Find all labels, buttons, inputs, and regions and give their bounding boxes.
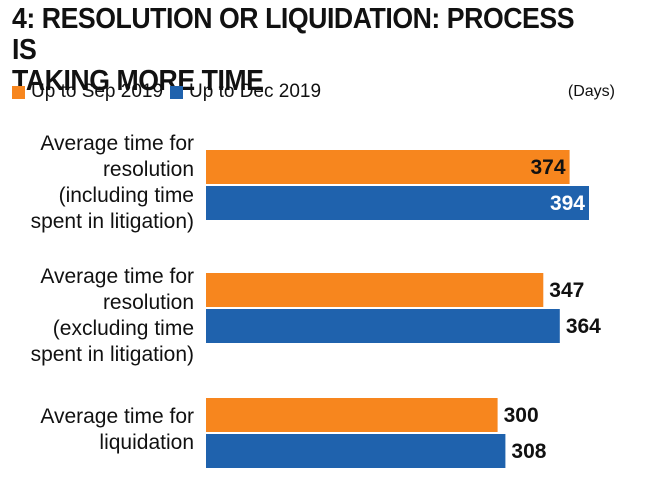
- value-label-liquidation-dec-2019: 308: [511, 440, 546, 463]
- bar-liquidation-sep-2019: [206, 398, 498, 432]
- value-label-liquidation-sep-2019: 300: [504, 404, 539, 427]
- legend-swatch-orange: [12, 85, 25, 99]
- unit-label: (Days): [567, 83, 615, 100]
- legend-item-sep-2019: Up to Sep 2019: [12, 80, 163, 104]
- category-label-resolution-including: Average time for resolution (including t…: [30, 132, 194, 233]
- category-label-resolution-excluding: Average time for resolution (excluding t…: [30, 265, 194, 366]
- bar-resolution-excluding-dec-2019: [206, 309, 560, 343]
- legend-swatch-blue: [170, 85, 183, 99]
- legend-label-sep-2019: Up to Sep 2019: [31, 81, 164, 102]
- value-label-resolution-including-sep-2019: 374: [531, 156, 566, 179]
- bar-resolution-excluding-sep-2019: [206, 273, 544, 307]
- legend-label-dec-2019: Up to Dec 2019: [189, 81, 322, 102]
- value-label-resolution-excluding-sep-2019: 347: [549, 279, 584, 302]
- legend-item-dec-2019: Up to Dec 2019: [170, 80, 321, 104]
- value-label-resolution-excluding-dec-2019: 364: [566, 315, 601, 338]
- legend: Up to Sep 2019 Up to Dec 2019: [12, 80, 652, 104]
- bar-resolution-including-dec-2019: [206, 186, 589, 220]
- chart-title: 4: RESOLUTION OR LIQUIDATION: PROCESS IS…: [12, 3, 575, 97]
- value-label-resolution-including-dec-2019: 394: [550, 192, 585, 215]
- bar-resolution-including-sep-2019: [206, 150, 570, 184]
- bar-liquidation-dec-2019: [206, 434, 506, 468]
- category-label-liquidation: Average time for liquidation: [40, 405, 194, 454]
